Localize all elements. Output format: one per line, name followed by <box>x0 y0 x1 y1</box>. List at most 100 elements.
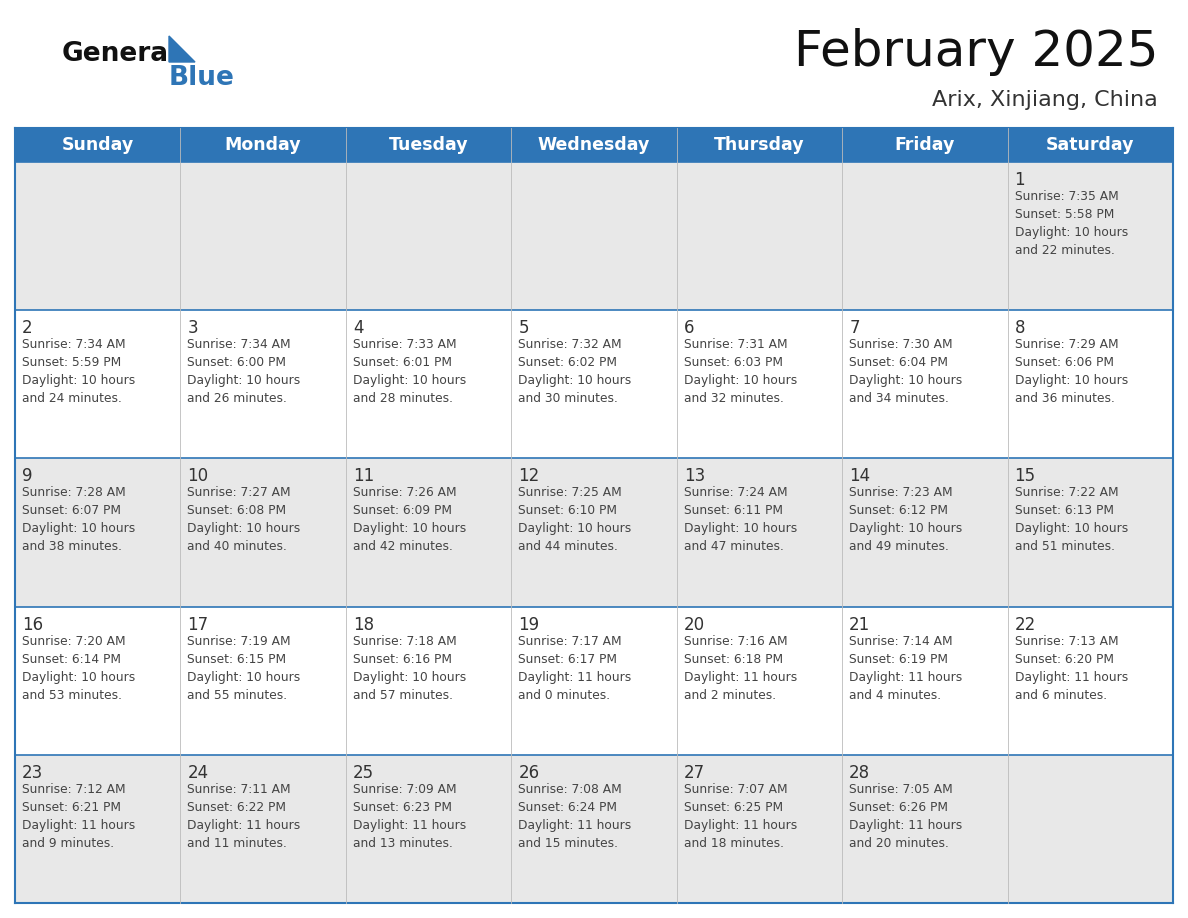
Text: Sunrise: 7:34 AM
Sunset: 6:00 PM
Daylight: 10 hours
and 26 minutes.: Sunrise: 7:34 AM Sunset: 6:00 PM Dayligh… <box>188 338 301 405</box>
Bar <box>181 607 346 755</box>
Text: 8: 8 <box>1015 319 1025 337</box>
Bar <box>677 310 842 458</box>
Text: Sunrise: 7:14 AM
Sunset: 6:19 PM
Daylight: 11 hours
and 4 minutes.: Sunrise: 7:14 AM Sunset: 6:19 PM Dayligh… <box>849 634 962 701</box>
Text: 18: 18 <box>353 616 374 633</box>
Text: 15: 15 <box>1015 467 1036 486</box>
Bar <box>511 458 677 607</box>
Text: 2: 2 <box>23 319 32 337</box>
Bar <box>346 162 511 310</box>
Text: 5: 5 <box>518 319 529 337</box>
Text: Sunrise: 7:30 AM
Sunset: 6:04 PM
Daylight: 10 hours
and 34 minutes.: Sunrise: 7:30 AM Sunset: 6:04 PM Dayligh… <box>849 338 962 405</box>
Text: General: General <box>62 41 178 67</box>
Bar <box>842 162 1007 310</box>
Text: Sunrise: 7:23 AM
Sunset: 6:12 PM
Daylight: 10 hours
and 49 minutes.: Sunrise: 7:23 AM Sunset: 6:12 PM Dayligh… <box>849 487 962 554</box>
Text: 24: 24 <box>188 764 209 782</box>
Bar <box>1007 607 1173 755</box>
Bar <box>842 458 1007 607</box>
Text: 12: 12 <box>518 467 539 486</box>
Bar <box>346 458 511 607</box>
Text: 19: 19 <box>518 616 539 633</box>
Bar <box>842 310 1007 458</box>
Bar <box>677 607 842 755</box>
Bar <box>1007 162 1173 310</box>
Bar <box>346 755 511 903</box>
Bar <box>181 310 346 458</box>
Bar <box>677 162 842 310</box>
Bar <box>842 607 1007 755</box>
Bar <box>1007 310 1173 458</box>
Text: Sunrise: 7:20 AM
Sunset: 6:14 PM
Daylight: 10 hours
and 53 minutes.: Sunrise: 7:20 AM Sunset: 6:14 PM Dayligh… <box>23 634 135 701</box>
Text: 1: 1 <box>1015 171 1025 189</box>
Bar <box>15 755 181 903</box>
Text: Friday: Friday <box>895 136 955 154</box>
Text: Monday: Monday <box>225 136 302 154</box>
Text: 13: 13 <box>684 467 704 486</box>
Text: Sunrise: 7:12 AM
Sunset: 6:21 PM
Daylight: 11 hours
and 9 minutes.: Sunrise: 7:12 AM Sunset: 6:21 PM Dayligh… <box>23 783 135 850</box>
Bar <box>677 458 842 607</box>
Text: Sunrise: 7:24 AM
Sunset: 6:11 PM
Daylight: 10 hours
and 47 minutes.: Sunrise: 7:24 AM Sunset: 6:11 PM Dayligh… <box>684 487 797 554</box>
Text: 14: 14 <box>849 467 871 486</box>
Text: 16: 16 <box>23 616 43 633</box>
Text: 26: 26 <box>518 764 539 782</box>
Bar <box>181 755 346 903</box>
Bar <box>511 310 677 458</box>
Text: 20: 20 <box>684 616 704 633</box>
Text: Sunrise: 7:31 AM
Sunset: 6:03 PM
Daylight: 10 hours
and 32 minutes.: Sunrise: 7:31 AM Sunset: 6:03 PM Dayligh… <box>684 338 797 405</box>
Text: 27: 27 <box>684 764 704 782</box>
Text: Sunrise: 7:26 AM
Sunset: 6:09 PM
Daylight: 10 hours
and 42 minutes.: Sunrise: 7:26 AM Sunset: 6:09 PM Dayligh… <box>353 487 466 554</box>
Text: Sunrise: 7:19 AM
Sunset: 6:15 PM
Daylight: 10 hours
and 55 minutes.: Sunrise: 7:19 AM Sunset: 6:15 PM Dayligh… <box>188 634 301 701</box>
Text: Sunrise: 7:13 AM
Sunset: 6:20 PM
Daylight: 11 hours
and 6 minutes.: Sunrise: 7:13 AM Sunset: 6:20 PM Dayligh… <box>1015 634 1127 701</box>
Text: 23: 23 <box>23 764 43 782</box>
Text: Sunrise: 7:11 AM
Sunset: 6:22 PM
Daylight: 11 hours
and 11 minutes.: Sunrise: 7:11 AM Sunset: 6:22 PM Dayligh… <box>188 783 301 850</box>
Bar <box>842 755 1007 903</box>
Bar <box>15 310 181 458</box>
Text: Sunrise: 7:17 AM
Sunset: 6:17 PM
Daylight: 11 hours
and 0 minutes.: Sunrise: 7:17 AM Sunset: 6:17 PM Dayligh… <box>518 634 632 701</box>
Text: Arix, Xinjiang, China: Arix, Xinjiang, China <box>933 90 1158 110</box>
Bar <box>346 310 511 458</box>
Text: 10: 10 <box>188 467 209 486</box>
Text: Sunrise: 7:34 AM
Sunset: 5:59 PM
Daylight: 10 hours
and 24 minutes.: Sunrise: 7:34 AM Sunset: 5:59 PM Dayligh… <box>23 338 135 405</box>
Bar <box>15 458 181 607</box>
Text: Tuesday: Tuesday <box>388 136 468 154</box>
Text: Sunrise: 7:08 AM
Sunset: 6:24 PM
Daylight: 11 hours
and 15 minutes.: Sunrise: 7:08 AM Sunset: 6:24 PM Dayligh… <box>518 783 632 850</box>
Text: Sunrise: 7:29 AM
Sunset: 6:06 PM
Daylight: 10 hours
and 36 minutes.: Sunrise: 7:29 AM Sunset: 6:06 PM Dayligh… <box>1015 338 1127 405</box>
Bar <box>181 458 346 607</box>
Text: 4: 4 <box>353 319 364 337</box>
Text: February 2025: February 2025 <box>794 28 1158 76</box>
Text: Wednesday: Wednesday <box>538 136 650 154</box>
Bar <box>511 755 677 903</box>
Text: Sunrise: 7:16 AM
Sunset: 6:18 PM
Daylight: 11 hours
and 2 minutes.: Sunrise: 7:16 AM Sunset: 6:18 PM Dayligh… <box>684 634 797 701</box>
Text: Sunrise: 7:27 AM
Sunset: 6:08 PM
Daylight: 10 hours
and 40 minutes.: Sunrise: 7:27 AM Sunset: 6:08 PM Dayligh… <box>188 487 301 554</box>
Text: Saturday: Saturday <box>1047 136 1135 154</box>
Text: Sunrise: 7:18 AM
Sunset: 6:16 PM
Daylight: 10 hours
and 57 minutes.: Sunrise: 7:18 AM Sunset: 6:16 PM Dayligh… <box>353 634 466 701</box>
Text: 22: 22 <box>1015 616 1036 633</box>
Bar <box>511 162 677 310</box>
Text: 17: 17 <box>188 616 209 633</box>
Text: 11: 11 <box>353 467 374 486</box>
Text: 3: 3 <box>188 319 198 337</box>
Text: 9: 9 <box>23 467 32 486</box>
Text: Sunrise: 7:05 AM
Sunset: 6:26 PM
Daylight: 11 hours
and 20 minutes.: Sunrise: 7:05 AM Sunset: 6:26 PM Dayligh… <box>849 783 962 850</box>
Text: Sunrise: 7:22 AM
Sunset: 6:13 PM
Daylight: 10 hours
and 51 minutes.: Sunrise: 7:22 AM Sunset: 6:13 PM Dayligh… <box>1015 487 1127 554</box>
Bar <box>181 162 346 310</box>
Text: Sunrise: 7:35 AM
Sunset: 5:58 PM
Daylight: 10 hours
and 22 minutes.: Sunrise: 7:35 AM Sunset: 5:58 PM Dayligh… <box>1015 190 1127 257</box>
Text: Blue: Blue <box>169 65 235 91</box>
Text: 28: 28 <box>849 764 871 782</box>
Text: 7: 7 <box>849 319 860 337</box>
Bar <box>15 162 181 310</box>
Text: 25: 25 <box>353 764 374 782</box>
Text: 21: 21 <box>849 616 871 633</box>
Text: Sunrise: 7:28 AM
Sunset: 6:07 PM
Daylight: 10 hours
and 38 minutes.: Sunrise: 7:28 AM Sunset: 6:07 PM Dayligh… <box>23 487 135 554</box>
Bar <box>346 607 511 755</box>
Text: Sunday: Sunday <box>62 136 134 154</box>
Text: Sunrise: 7:32 AM
Sunset: 6:02 PM
Daylight: 10 hours
and 30 minutes.: Sunrise: 7:32 AM Sunset: 6:02 PM Dayligh… <box>518 338 632 405</box>
Text: Sunrise: 7:33 AM
Sunset: 6:01 PM
Daylight: 10 hours
and 28 minutes.: Sunrise: 7:33 AM Sunset: 6:01 PM Dayligh… <box>353 338 466 405</box>
Bar <box>1007 458 1173 607</box>
Bar <box>1007 755 1173 903</box>
Bar <box>511 607 677 755</box>
Text: Thursday: Thursday <box>714 136 804 154</box>
Text: 6: 6 <box>684 319 694 337</box>
Polygon shape <box>169 36 195 62</box>
Bar <box>677 755 842 903</box>
Text: Sunrise: 7:07 AM
Sunset: 6:25 PM
Daylight: 11 hours
and 18 minutes.: Sunrise: 7:07 AM Sunset: 6:25 PM Dayligh… <box>684 783 797 850</box>
